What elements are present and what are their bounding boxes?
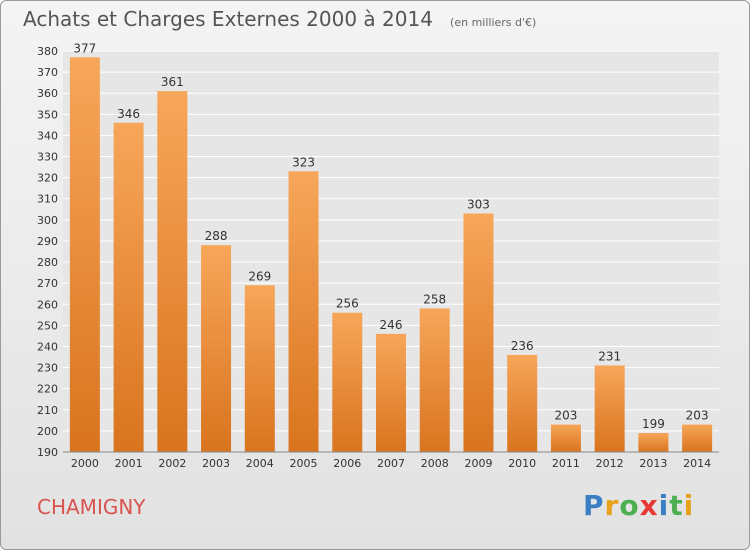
y-tick-label: 240 [37,340,58,353]
y-tick-label: 360 [37,87,58,100]
title-row: Achats et Charges Externes 2000 à 2014 (… [23,7,536,31]
x-tick-label: 2000 [71,457,99,470]
y-tick-label: 210 [37,404,58,417]
brand-letter: o [619,489,640,522]
bar-2004 [244,285,275,452]
y-tick-label: 190 [37,446,58,459]
value-labels: 377 346 361 288 269 323 256 246 258 303 236 203 231 1… [73,41,708,431]
y-tick-label: 370 [37,66,58,79]
bar-2014 [682,424,713,452]
brand-letter: P [583,489,605,522]
bar-2002 [157,91,188,452]
x-tick-label: 2008 [421,457,449,470]
value-label: 361 [161,75,184,89]
x-tick-label: 2009 [464,457,492,470]
y-tick-label: 380 [37,45,58,58]
bar-2012 [594,365,625,452]
value-label: 303 [467,198,490,212]
x-tick-label: 2007 [377,457,405,470]
bar-2009 [463,213,494,452]
x-tick-label: 2014 [683,457,711,470]
y-tick-label: 270 [37,277,58,290]
x-tick-label: 2002 [158,457,186,470]
x-axis-ticks: 2000 2001 2002 2003 2004 2005 2006 2007 2008 2009… [71,457,711,470]
value-label: 203 [554,409,577,423]
brand-letter: t [669,489,684,522]
bar-2013 [638,433,669,452]
proxiti-logo: Proxiti [583,489,694,522]
bars [69,57,713,453]
value-label: 203 [686,409,709,423]
x-tick-label: 2013 [639,457,667,470]
x-tick-label: 2001 [115,457,143,470]
bar-2008 [419,308,450,452]
y-tick-label: 350 [37,108,58,121]
y-tick-label: 330 [37,151,58,164]
brand-letter: r [604,489,620,522]
y-tick-label: 340 [37,129,58,142]
x-tick-label: 2010 [508,457,536,470]
bar-2005 [288,171,319,453]
value-label: 377 [73,41,96,55]
bar-2003 [201,245,232,452]
value-label: 346 [117,107,140,121]
y-tick-label: 200 [37,425,58,438]
value-label: 256 [336,297,359,311]
y-tick-label: 320 [37,172,58,185]
x-tick-label: 2012 [596,457,624,470]
x-tick-label: 2005 [290,457,318,470]
chart-subtitle: (en milliers d'€) [450,16,537,29]
y-tick-label: 290 [37,235,58,248]
y-tick-label: 230 [37,362,58,375]
value-label: 269 [248,269,271,283]
value-label: 236 [511,339,534,353]
bar-2010 [507,354,538,452]
bar-2011 [550,424,581,452]
y-axis-ticks: 190 200 210 220 230 240 250 260 270 280 290 300 310 3… [37,45,58,459]
value-label: 288 [205,229,228,243]
value-label: 246 [380,318,403,332]
value-label: 231 [598,349,621,363]
y-tick-label: 310 [37,193,58,206]
chart-title: Achats et Charges Externes 2000 à 2014 [23,7,433,31]
bar-2006 [332,312,363,452]
brand-letter: x [639,489,659,522]
bar-2007 [376,333,406,452]
bar-2000 [69,57,100,453]
x-tick-label: 2003 [202,457,230,470]
brand-letter: i [683,489,695,522]
y-tick-label: 260 [37,298,58,311]
x-tick-label: 2011 [552,457,580,470]
y-tick-label: 250 [37,319,58,332]
value-label: 323 [292,155,315,169]
x-tick-label: 2004 [246,457,274,470]
value-label: 258 [423,292,446,306]
y-tick-label: 220 [37,383,58,396]
y-tick-label: 300 [37,214,58,227]
brand-letter: i [658,489,670,522]
bar-2001 [113,122,144,452]
commune-name: CHAMIGNY [37,495,146,519]
y-tick-label: 280 [37,256,58,269]
value-label: 199 [642,417,665,431]
x-tick-label: 2006 [333,457,361,470]
